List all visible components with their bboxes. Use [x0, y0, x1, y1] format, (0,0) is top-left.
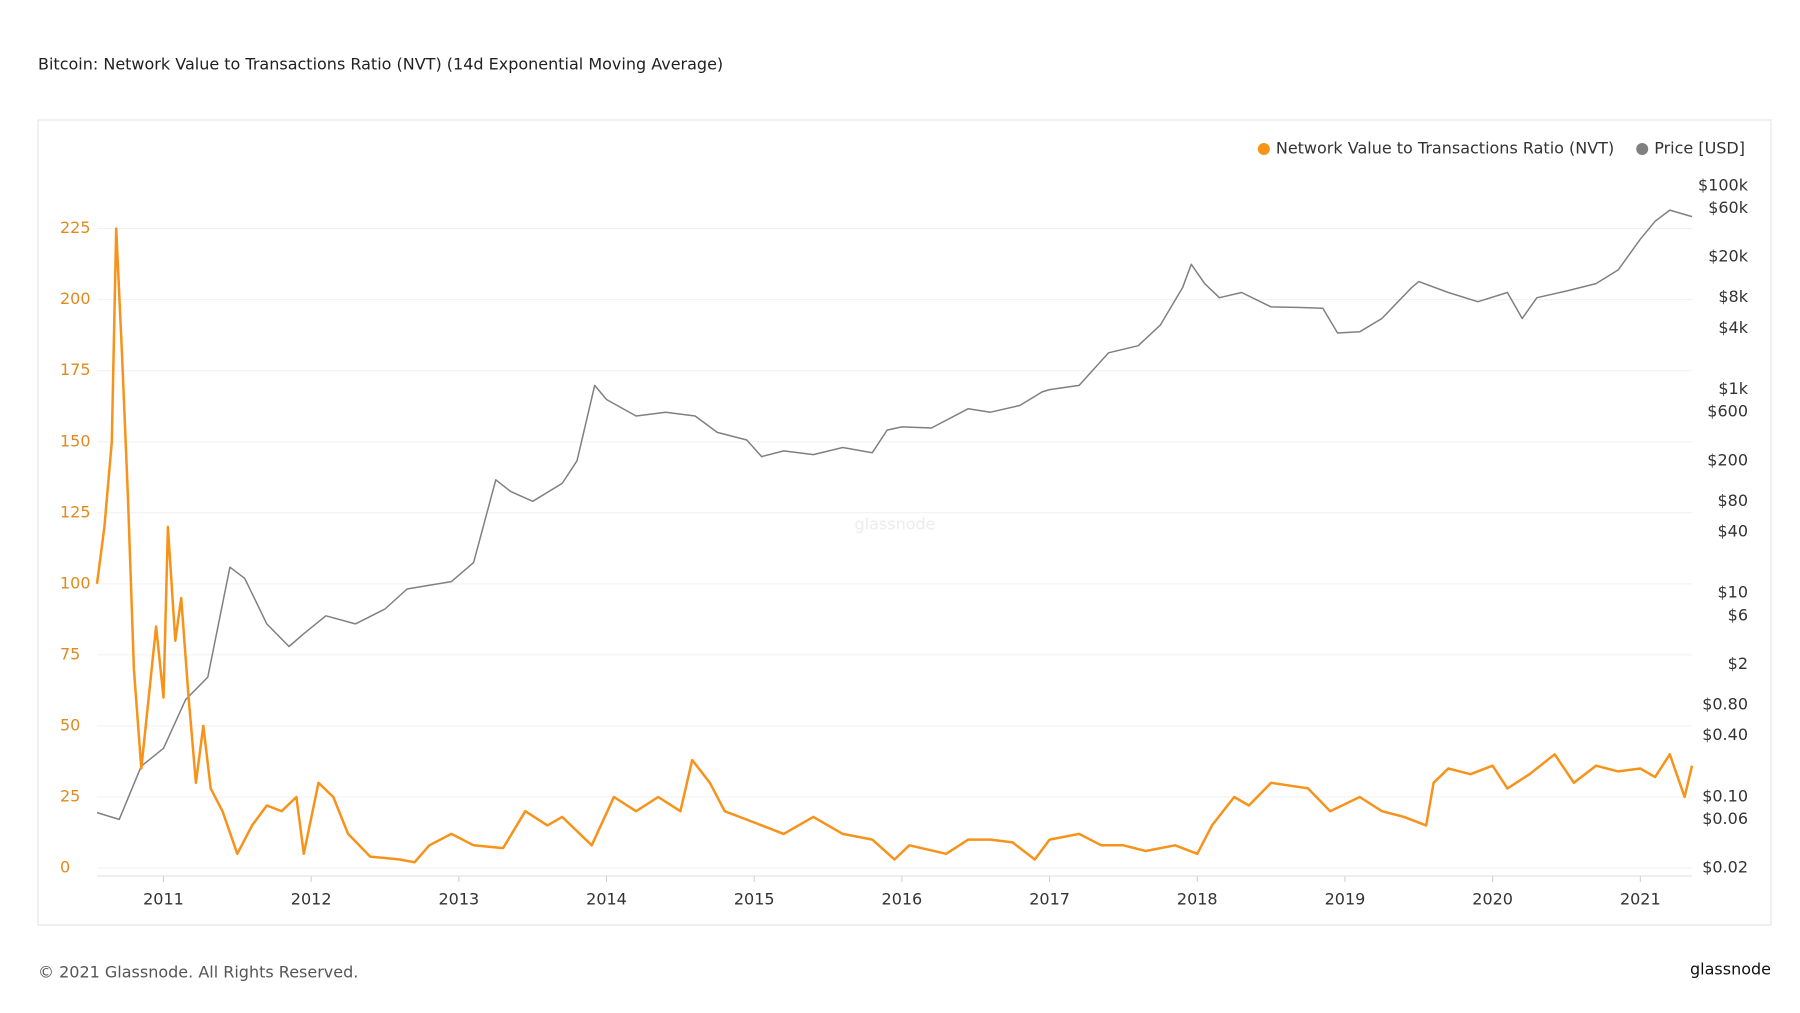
y-tick-label: 125 — [60, 502, 91, 521]
y2-tick-label: $8k — [1718, 287, 1748, 306]
y-tick-label: 225 — [60, 218, 91, 237]
x-tick-label: 2015 — [734, 890, 775, 909]
series-line — [95, 227, 1694, 864]
x-tick-label: 2014 — [586, 890, 627, 909]
y2-tick-label: $200 — [1707, 450, 1748, 469]
y-tick-label: 75 — [60, 644, 80, 663]
x-tick-label: 2012 — [291, 890, 332, 909]
x-tick-label: 2011 — [143, 890, 184, 909]
y2-tick-label: $0.80 — [1702, 694, 1748, 713]
legend-swatch — [1636, 143, 1649, 155]
x-tick-label: 2016 — [882, 890, 923, 909]
legend-label: Network Value to Transactions Ratio (NVT… — [1276, 139, 1614, 158]
y2-tick-label: $100k — [1698, 176, 1749, 195]
y2-tick-label: $40 — [1717, 521, 1748, 540]
x-tick-label: 2021 — [1620, 890, 1661, 909]
chart-title: Bitcoin: Network Value to Transactions R… — [38, 55, 723, 74]
logo: glassnode — [1690, 960, 1771, 979]
watermark: glassnode — [854, 515, 935, 534]
y-tick-label: 150 — [60, 431, 91, 450]
y-tick-label: 200 — [60, 289, 91, 308]
x-tick-label: 2019 — [1325, 890, 1366, 909]
y2-tick-label: $2 — [1728, 654, 1748, 673]
y-tick-label: 50 — [60, 715, 80, 734]
y2-tick-label: $0.10 — [1702, 786, 1748, 805]
y2-tick-label: $0.40 — [1702, 725, 1748, 744]
legend-swatch — [1257, 143, 1270, 155]
series-line — [96, 209, 1693, 821]
y2-tick-label: $0.02 — [1702, 858, 1748, 877]
x-tick-label: 2013 — [438, 890, 479, 909]
y2-tick-label: $20k — [1708, 247, 1749, 266]
y2-tick-label: $80 — [1717, 491, 1748, 510]
y2-tick-label: $4k — [1718, 318, 1748, 337]
y2-tick-label: $6 — [1728, 605, 1748, 624]
legend-label: Price [USD] — [1654, 139, 1745, 158]
y2-tick-label: $0.06 — [1702, 809, 1748, 828]
y2-tick-label: $10 — [1717, 583, 1748, 602]
x-tick-label: 2017 — [1029, 890, 1070, 909]
y2-tick-label: $60k — [1708, 198, 1749, 217]
footer: © 2021 Glassnode. All Rights Reserved. — [38, 963, 358, 982]
x-tick-label: 2020 — [1472, 890, 1513, 909]
y-tick-label: 175 — [60, 360, 91, 379]
y2-tick-label: $600 — [1707, 402, 1748, 421]
y-tick-label: 0 — [60, 858, 70, 877]
y-tick-label: 25 — [60, 786, 80, 805]
y2-tick-label: $1k — [1718, 379, 1748, 398]
x-tick-label: 2018 — [1177, 890, 1218, 909]
y-tick-label: 100 — [60, 573, 91, 592]
